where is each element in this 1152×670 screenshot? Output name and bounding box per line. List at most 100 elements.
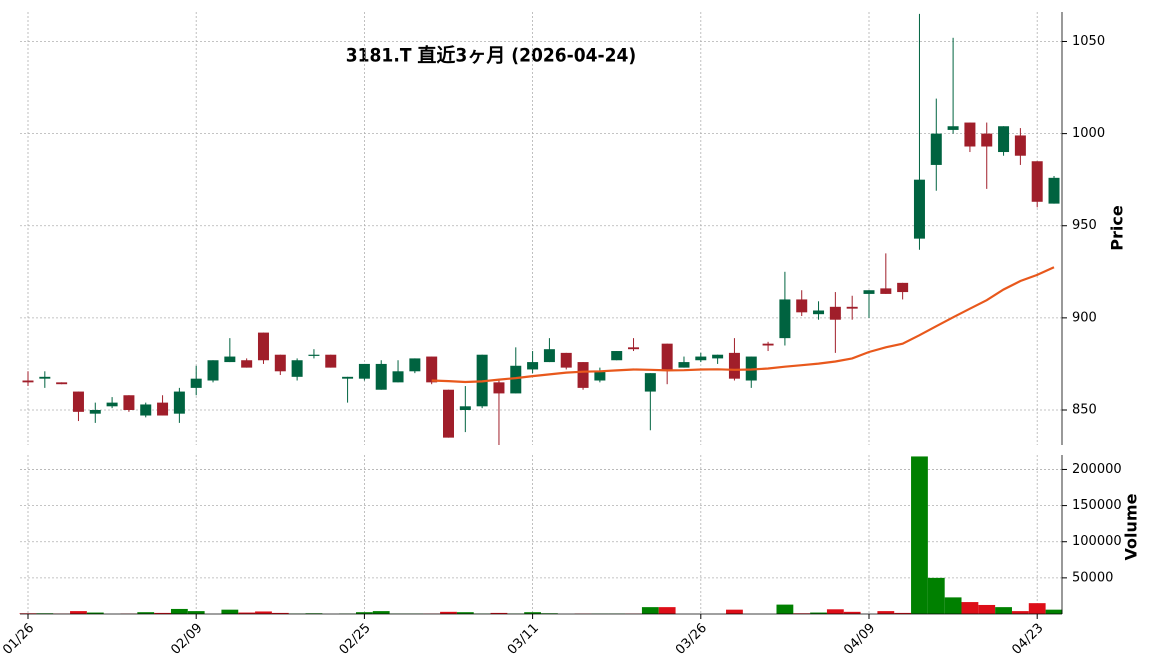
candle-body (459, 406, 471, 410)
candle-body (72, 391, 84, 412)
volume-bar (826, 609, 844, 614)
candle-body (678, 362, 690, 368)
volume-bar (440, 611, 457, 614)
y2-tick-label: 200000 (1072, 462, 1122, 477)
volume-bar (355, 612, 373, 614)
chart-title: 3181.T 直近3ヶ月 (2026-04-24) (346, 44, 636, 67)
y-tick-label: 1000 (1072, 126, 1105, 141)
candle-body (325, 354, 337, 368)
volume-bar (641, 607, 659, 614)
y-tick-label: 850 (1072, 402, 1097, 417)
candle-body (157, 402, 169, 416)
volume-bar (810, 612, 827, 614)
volume-bar (137, 612, 155, 614)
candle-body (813, 310, 825, 315)
volume-bar (1045, 609, 1063, 614)
volume-bar (995, 607, 1012, 614)
candle-body (22, 380, 34, 383)
candle-body (661, 343, 673, 370)
x-tick-label: 04/23 (1009, 621, 1046, 658)
candle-body (644, 373, 656, 392)
volume-bar (843, 611, 861, 614)
candle-body (123, 395, 135, 410)
volume-bar (170, 608, 188, 614)
candle-body (1031, 161, 1043, 202)
candle-body (897, 282, 909, 293)
volume-bar (927, 577, 945, 614)
volume-bar (877, 611, 895, 614)
candle-body (190, 378, 202, 388)
candle-body (779, 299, 791, 339)
volume-bar (238, 612, 256, 614)
x-tick-label: 03/11 (505, 621, 542, 658)
candle-body (998, 126, 1010, 153)
y-tick-label: 950 (1072, 218, 1097, 233)
candle-body (913, 179, 925, 239)
moving-average (431, 266, 1055, 384)
y2-axis-label: Volume (1122, 493, 1141, 560)
candle-body (56, 382, 68, 385)
candle-body (846, 306, 858, 309)
volume-bar (726, 609, 743, 614)
volume-bar (776, 604, 794, 614)
volume-bar (978, 604, 996, 614)
volume-bar (154, 612, 171, 614)
volume-bar (456, 612, 474, 614)
candle-body (829, 306, 841, 320)
candle-body (1048, 177, 1060, 204)
candle-body (173, 391, 185, 414)
volume-bar (961, 602, 979, 614)
candle-body (560, 352, 572, 368)
candle-body (106, 402, 118, 407)
volume-bar (86, 612, 104, 614)
candle-body (241, 360, 253, 368)
candle-body (308, 354, 320, 356)
y2-tick-label: 100000 (1072, 534, 1122, 549)
candle-body (224, 356, 236, 363)
candle-body (1014, 135, 1026, 156)
candle-body (342, 376, 354, 379)
candle-body (880, 288, 892, 294)
x-tick-label: 01/26 (0, 621, 37, 658)
x-tick-label: 02/25 (337, 621, 374, 658)
candle-body (493, 382, 505, 394)
candle-body (527, 362, 539, 370)
volume-bar (187, 611, 205, 614)
candle-body (611, 351, 623, 361)
x-tick-label: 02/09 (168, 621, 205, 658)
volume-bar (911, 456, 928, 614)
candle-body (257, 332, 269, 361)
candle-body (375, 363, 387, 390)
volume-bar (658, 607, 676, 614)
candle-body (796, 299, 808, 313)
candle-body (628, 347, 640, 350)
candle-body (39, 376, 51, 379)
candle-body (863, 290, 875, 294)
volume-bar (1011, 611, 1029, 614)
volume-bar (372, 611, 390, 614)
y2-tick-label: 150000 (1072, 498, 1122, 513)
candle-body (930, 133, 942, 165)
candle-body (981, 133, 993, 147)
candle-body (89, 409, 101, 414)
y-tick-label: 1050 (1072, 34, 1105, 49)
y-axis-label: Price (1108, 205, 1127, 251)
candle-body (426, 356, 438, 383)
candle-body (140, 404, 152, 416)
candle-body (964, 122, 976, 147)
candle-body (510, 365, 522, 394)
candle-body (207, 360, 219, 381)
candle-body (695, 356, 707, 361)
volume-bar (255, 611, 272, 614)
candle-body (443, 389, 454, 438)
volume-bar (894, 612, 912, 614)
candle-body (392, 371, 404, 383)
y2-tick-label: 50000 (1072, 570, 1113, 585)
y-tick-label: 900 (1072, 310, 1097, 325)
candle-body (728, 352, 740, 379)
volume-bar (490, 612, 508, 614)
candle-body (947, 126, 959, 130)
volume-bar (524, 612, 542, 614)
x-tick-label: 03/26 (673, 621, 710, 658)
